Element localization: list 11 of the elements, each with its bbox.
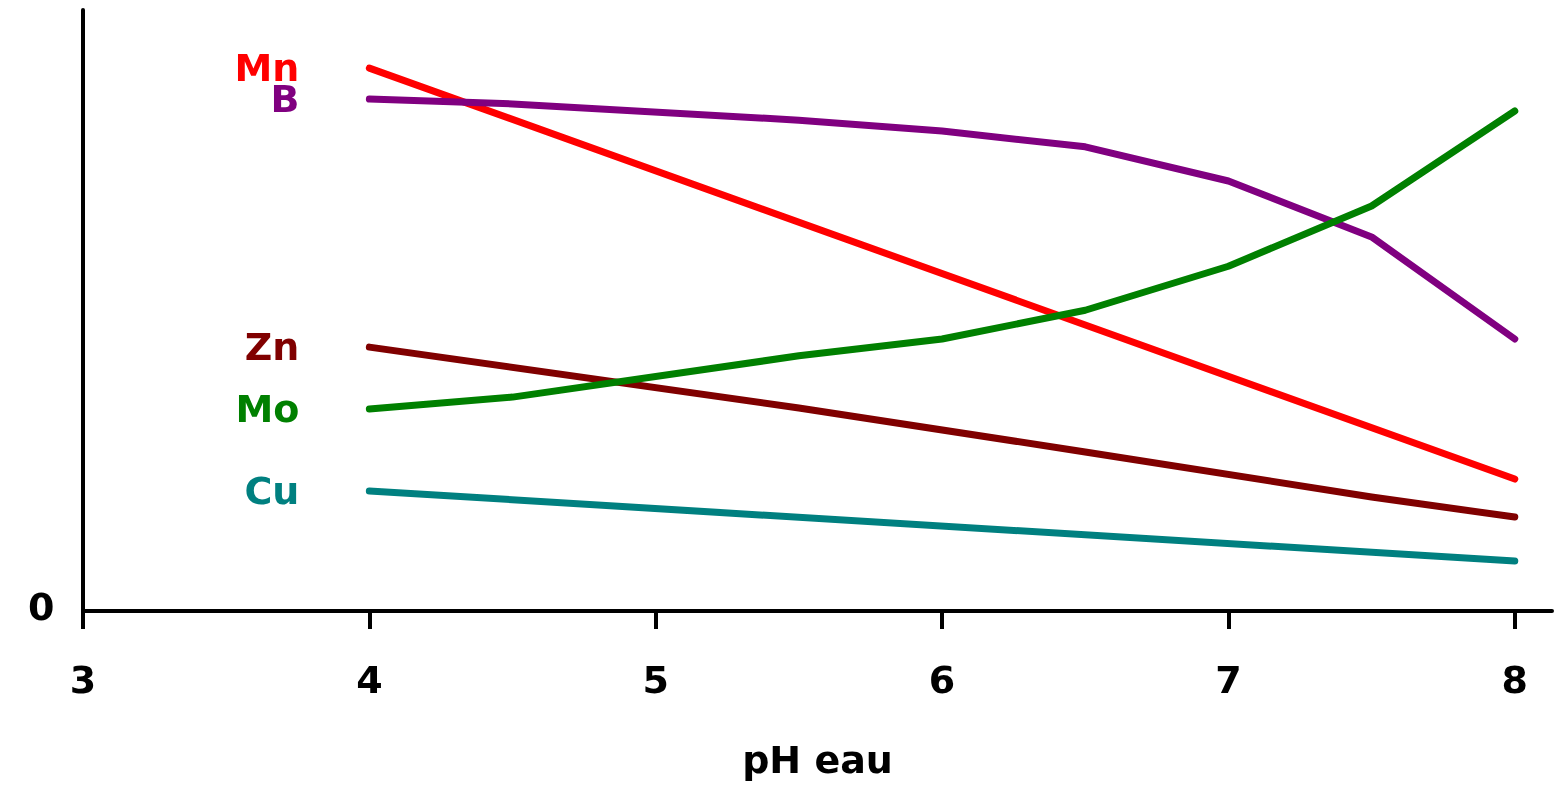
x-tick-label: 6 (928, 658, 956, 702)
x-tick-label: 8 (1501, 658, 1528, 702)
series-label: Cu (244, 469, 300, 514)
text: 0 (28, 585, 55, 629)
x-tick-label: 4 (356, 658, 383, 702)
series-label: Zn (244, 325, 300, 370)
series-label: Mo (235, 387, 300, 432)
x-tick-label: 7 (1215, 658, 1242, 702)
x-axis-title: pH eau (742, 738, 893, 782)
x-tick-label: 3 (69, 658, 97, 702)
x-tick-label: 5 (642, 658, 669, 702)
